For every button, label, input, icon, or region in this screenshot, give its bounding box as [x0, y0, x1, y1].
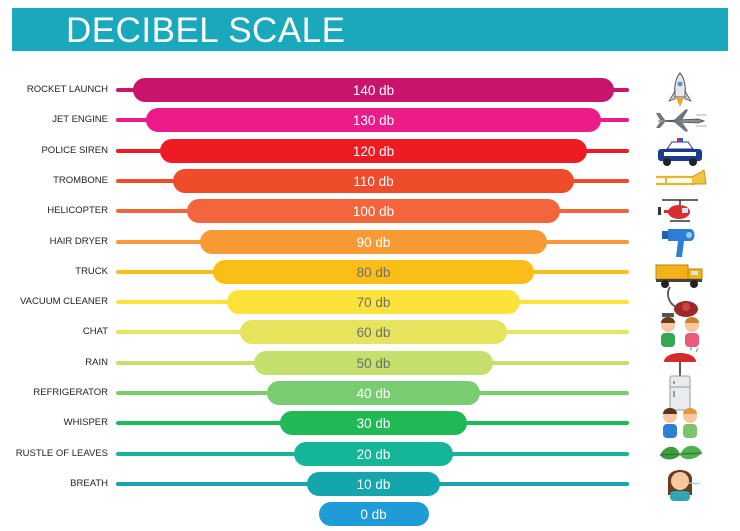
decibel-bar: 80 db: [213, 259, 534, 284]
helicopter-icon: [652, 192, 708, 230]
decibel-bar: 100 db: [186, 199, 561, 224]
scale-row: JET ENGINE 130 db: [0, 107, 740, 133]
sound-source-label: RUSTLE OF LEAVES: [15, 447, 108, 459]
sound-source-label: HELICOPTER: [47, 205, 108, 217]
decibel-bar: 0 db: [318, 502, 429, 527]
trombone-icon: [652, 162, 708, 200]
leaves-icon: [652, 435, 708, 473]
rocket-icon: [652, 71, 708, 109]
umbrella-rain-icon: [652, 344, 708, 382]
decibel-bar: 90 db: [200, 229, 547, 254]
sound-source-label: ROCKET LAUNCH: [26, 84, 108, 95]
scale-row: VACUUM CLEANER 70 db: [0, 286, 740, 318]
decibel-bar: 130 db: [146, 108, 601, 133]
police-car-icon: [652, 132, 708, 170]
scale-row: TROMBONE 110 db: [0, 168, 740, 194]
decibel-bar: 30 db: [280, 411, 467, 436]
scale-row: HELICOPTER 100 db: [0, 198, 740, 224]
decibel-bar: 120 db: [159, 138, 588, 163]
sound-source-label: REFRIGERATOR: [33, 387, 108, 398]
sound-source-label: POLICE SIREN: [41, 144, 108, 156]
decibel-bar: 10 db: [307, 471, 440, 496]
hair-dryer-icon: [652, 223, 708, 261]
scale-row: 0 db: [0, 501, 740, 527]
title-banner: DECIBEL SCALE: [12, 8, 728, 51]
decibel-bar: 110 db: [173, 168, 574, 193]
sound-source-label: TRUCK: [75, 265, 108, 277]
scale-row: RAIN 50 db: [0, 345, 740, 380]
decibel-bar: 70 db: [226, 290, 521, 315]
scale-row: REFRIGERATOR 40 db: [0, 375, 740, 411]
sound-source-label: JET ENGINE: [52, 114, 108, 126]
scale-row: POLICE SIREN 120 db: [0, 137, 740, 166]
vacuum-cleaner-icon: [652, 283, 708, 321]
scale-row: ROCKET LAUNCH 140 db: [0, 72, 740, 107]
page-title: DECIBEL SCALE: [66, 11, 346, 50]
sound-source-label: CHAT: [82, 326, 108, 338]
decibel-bar: 20 db: [293, 441, 454, 466]
sound-source-label: WHISPER: [63, 417, 108, 429]
sound-source-label: BREATH: [70, 477, 108, 489]
sound-source-label: VACUUM CLEANER: [20, 296, 108, 308]
scale-row: RUSTLE OF LEAVES 20 db: [0, 441, 740, 467]
chatting-people-icon: [652, 313, 708, 351]
scale-row: TRUCK 80 db: [0, 259, 740, 288]
sound-source-label: RAIN: [85, 356, 108, 368]
decibel-bar: 140 db: [133, 78, 614, 102]
scale-row: BREATH 10 db: [0, 469, 740, 501]
whispering-people-icon: [652, 404, 708, 442]
breathing-girl-icon: [652, 465, 708, 503]
scale-row: WHISPER 30 db: [0, 408, 740, 439]
refrigerator-icon: [652, 374, 708, 412]
scale-row: CHAT 60 db: [0, 317, 740, 348]
decibel-bar: 60 db: [240, 320, 507, 345]
decibel-bar: 50 db: [253, 350, 494, 375]
jet-plane-icon: [652, 101, 708, 139]
decibel-bar: 40 db: [267, 381, 480, 405]
truck-icon: [652, 253, 708, 291]
sound-source-label: TROMBONE: [53, 174, 108, 186]
scale-row: HAIR DRYER 90 db: [0, 228, 740, 257]
sound-source-label: HAIR DRYER: [49, 235, 108, 247]
